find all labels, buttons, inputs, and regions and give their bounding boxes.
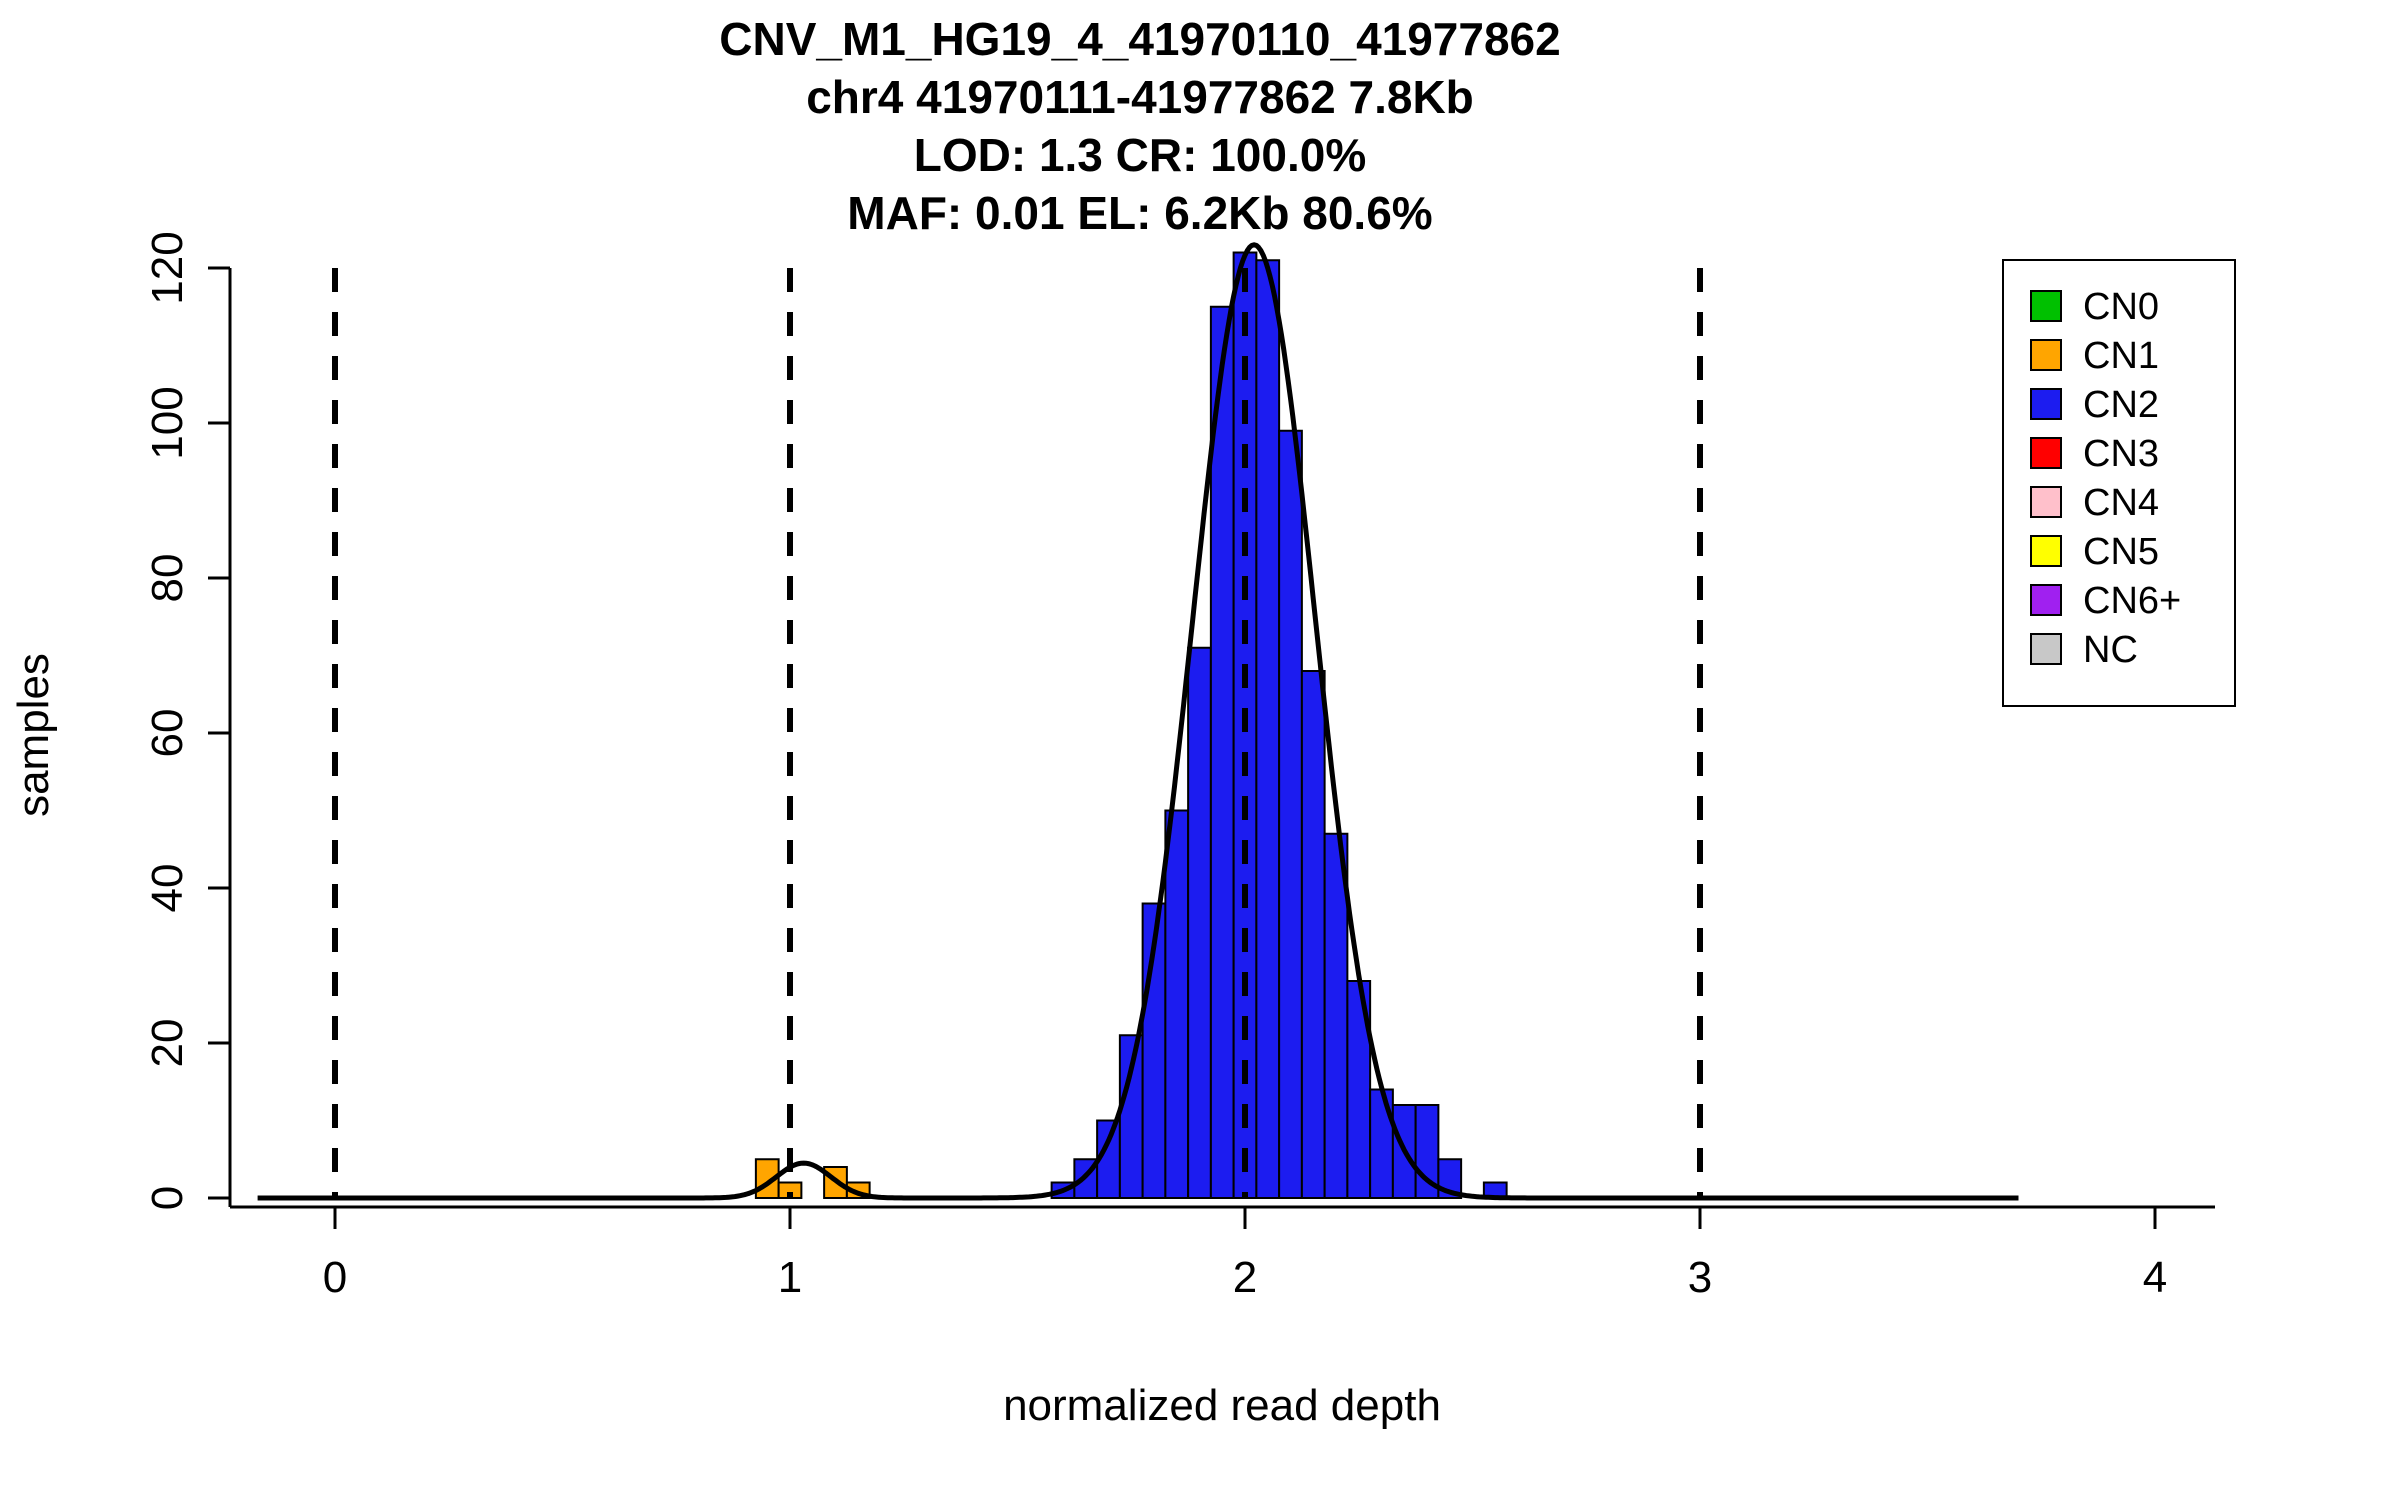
hist-bar-CN2 [1300, 670, 1326, 1199]
legend-label-CN4: CN4 [2083, 482, 2159, 524]
legend-label-CN5: CN5 [2083, 531, 2159, 573]
y-tick-label: 0 [143, 1186, 192, 1210]
density-curve [257, 242, 2019, 1201]
chart-title-line2: chr4 41970111-41977862 7.8Kb [806, 71, 1474, 123]
hist-bar-CN2 [1278, 429, 1303, 1199]
hist-bar-CN2 [1255, 259, 1281, 1199]
y-tick-label: 100 [143, 386, 192, 459]
y-axis-label: samples [9, 653, 58, 817]
legend-swatch-NC [2030, 633, 2062, 665]
legend-label-CN1: CN1 [2083, 335, 2159, 377]
legend-label-CN3: CN3 [2083, 433, 2159, 475]
legend-swatch-CN6+ [2030, 584, 2062, 616]
x-tick-label: 4 [2143, 1253, 2167, 1302]
y-tick-label: 80 [143, 554, 192, 603]
y-tick-label: 40 [143, 864, 192, 913]
legend-box [2002, 259, 2236, 707]
legend-swatch-CN0 [2030, 290, 2062, 322]
legend-swatch-CN2 [2030, 388, 2062, 420]
y-tick-label: 60 [143, 709, 192, 758]
x-tick-label: 3 [1688, 1253, 1712, 1302]
chart-title-line4: MAF: 0.01 EL: 6.2Kb 80.6% [847, 187, 1433, 239]
x-tick-label: 0 [323, 1253, 347, 1302]
x-axis-label: normalized read depth [1003, 1381, 1441, 1430]
chart-title-line3: LOD: 1.3 CR: 100.0% [913, 129, 1367, 181]
legend-swatch-CN4 [2030, 486, 2062, 518]
legend-swatch-CN1 [2030, 339, 2062, 371]
x-tick-label: 2 [1233, 1253, 1257, 1302]
legend-label-CN6+: CN6+ [2083, 580, 2181, 622]
legend-swatch-CN5 [2030, 535, 2062, 567]
chart-title-line1: CNV_M1_HG19_4_41970110_41977862 [719, 13, 1561, 65]
chart-title-block: CNV_M1_HG19_4_41970110_41977862 chr4 419… [0, 10, 2280, 242]
hist-bar-CN2 [1187, 646, 1212, 1199]
x-tick-label: 1 [778, 1253, 802, 1302]
legend-label-CN0: CN0 [2083, 286, 2159, 328]
y-tick-label: 120 [143, 231, 192, 304]
legend-label-CN2: CN2 [2083, 384, 2159, 426]
legend-label-NC: NC [2083, 629, 2138, 671]
legend-swatch-CN3 [2030, 437, 2062, 469]
y-tick-label: 20 [143, 1019, 192, 1068]
hist-bar-CN2 [1164, 809, 1190, 1199]
